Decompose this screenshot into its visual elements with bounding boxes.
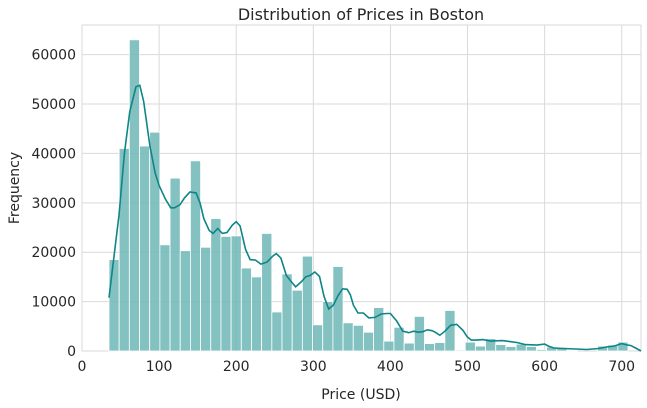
histogram-bar [118, 148, 130, 352]
histogram-bar [169, 177, 181, 352]
histogram-bar [464, 341, 476, 352]
histogram-bar [505, 346, 517, 352]
x-tick-label: 100 [146, 359, 173, 375]
histogram-bar [210, 218, 222, 352]
x-tick-label: 400 [377, 359, 404, 375]
x-tick-label: 600 [531, 359, 558, 375]
histogram-bar [495, 344, 507, 352]
histogram-bar [139, 145, 151, 352]
histogram-bar [373, 307, 385, 352]
x-tick-labels: 0 100 200 300 400 500 600 700 [78, 359, 636, 375]
histogram-bar [251, 276, 263, 352]
plot-area: 0 100 200 300 400 500 600 700 0 10000 20000 30000 4… [31, 24, 642, 375]
histogram-bar [220, 236, 232, 352]
kde-line [108, 84, 642, 352]
histogram-bar [281, 273, 293, 352]
y-tick-label: 30000 [31, 196, 76, 212]
histogram-bar [536, 349, 548, 352]
histogram-bar [291, 289, 303, 352]
y-tick-label: 40000 [31, 146, 76, 162]
x-tick-label: 700 [608, 359, 635, 375]
histogram-bar [271, 311, 283, 352]
histogram-bar [393, 326, 405, 352]
x-tick-label: 200 [223, 359, 250, 375]
histogram-bar [312, 324, 324, 352]
histogram-bar [383, 340, 395, 352]
histogram-bar [200, 246, 212, 352]
x-axis-title: Price (USD) [321, 387, 400, 403]
histogram-bar [363, 331, 375, 352]
y-tick-labels: 0 10000 20000 30000 40000 50000 60000 [31, 48, 76, 360]
y-tick-label: 10000 [31, 295, 76, 311]
histogram-bar [301, 255, 313, 352]
histogram-bar [434, 342, 446, 352]
histogram-bar [617, 341, 629, 352]
histogram-bar [159, 244, 171, 352]
histogram-bar [261, 233, 273, 352]
chart-title: Distribution of Prices in Boston [238, 5, 484, 24]
histogram-bar [108, 259, 120, 352]
histogram-bar [403, 342, 415, 352]
x-tick-label: 500 [454, 359, 481, 375]
y-axis-title: Frequency [7, 152, 23, 224]
histogram-bar [149, 131, 161, 352]
y-tick-label: 20000 [31, 245, 76, 261]
histogram-bar [332, 266, 344, 352]
histogram-bar [352, 324, 364, 352]
x-tick-label: 0 [78, 359, 87, 375]
histogram-bar [190, 160, 201, 352]
histogram-bar [424, 343, 436, 352]
x-tick-label: 300 [300, 359, 327, 375]
histogram-bar [322, 301, 334, 352]
histogram-bar [179, 250, 191, 352]
histogram-bar [474, 345, 486, 352]
histogram-bar [454, 349, 466, 352]
histogram-bar [230, 235, 242, 352]
histogram-bar [342, 322, 354, 352]
histogram-bar [240, 267, 252, 352]
histogram-bar [413, 316, 425, 352]
y-tick-label: 0 [67, 344, 76, 360]
y-tick-label: 50000 [31, 97, 76, 113]
histogram-bar [525, 346, 537, 352]
bars-layer [108, 39, 629, 352]
y-tick-label: 60000 [31, 48, 76, 64]
